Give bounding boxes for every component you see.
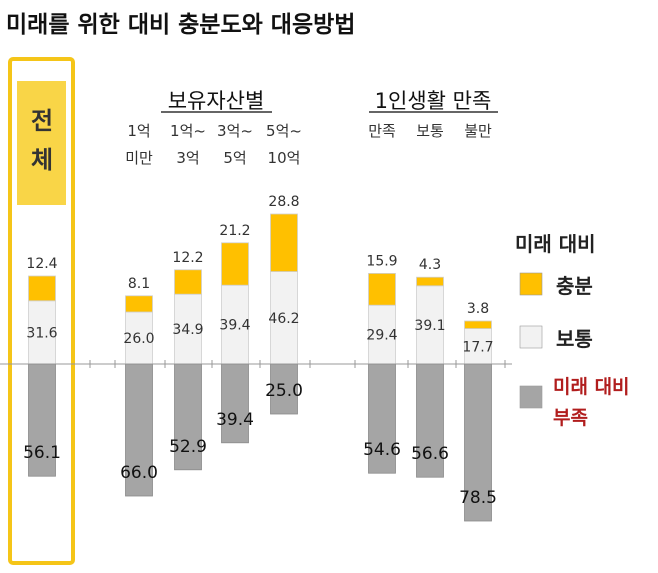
bar-sufficient [368,272,396,306]
value-label-normal: 26.0 [123,331,154,347]
bar-insufficient [464,363,492,522]
value-label-sufficient: 3.8 [467,301,489,317]
value-label-sufficient: 12.4 [26,256,57,272]
bar-normal [416,285,444,365]
value-label-sufficient: 8.1 [128,276,150,292]
value-label-insufficient: 56.6 [411,444,449,464]
value-label-sufficient: 4.3 [419,257,441,273]
category-label: 미만 [125,149,153,167]
bar-insufficient [416,363,444,478]
value-label-sufficient: 21.2 [219,223,250,239]
group-label-assets: 보유자산별 [168,89,265,113]
legend-swatch-sufficient [519,272,543,296]
bar-normal [270,271,298,365]
bar-sufficient [28,275,56,302]
total-label-char-2: 체 [31,146,53,174]
value-label-insufficient: 25.0 [265,381,303,401]
category-label: 1억 [127,122,150,140]
group-label-life: 1인생활 만족 [375,89,492,113]
category-label: 보통 [416,122,444,140]
legend-title: 미래 대비 [515,232,596,256]
bar-insufficient [125,363,153,497]
bar-normal [221,284,249,365]
total-highlight: 전 체 [8,57,75,565]
bar-normal [368,304,396,365]
value-label-normal: 46.2 [268,311,299,327]
value-label-normal: 39.1 [414,318,445,334]
bar-normal [174,293,202,365]
value-labels: 12.4 31.6 56.1 8.1 26.0 66.0 12.2 34.9 52.9 21.2 3… [23,194,497,508]
value-label-sufficient: 28.8 [268,194,299,210]
total-label-box [17,81,66,205]
value-label-insufficient: 78.5 [459,488,497,508]
value-label-sufficient: 12.2 [172,250,203,266]
legend-label-normal: 보통 [556,327,593,351]
value-label-insufficient: 54.6 [363,440,401,460]
value-label-normal: 39.4 [219,318,250,334]
category-label: 10억 [268,149,301,167]
legend-label-sufficient: 충분 [556,274,593,298]
bar-insufficient [270,363,298,415]
category-label: 5억 [223,149,246,167]
bar-sufficient [125,295,153,313]
category-label: 3억~ [217,122,253,140]
bars [28,213,492,522]
legend-label-insufficient-2: 부족 [553,407,588,429]
category-label: 1억~ [170,122,206,140]
legend-label-insufficient-1: 미래 대비 [553,376,630,398]
bar-sufficient [416,276,444,287]
legend-swatch-normal [519,325,543,349]
value-label-normal: 17.7 [462,339,493,355]
bar-insufficient [28,363,56,477]
bar-sufficient [221,242,249,286]
value-label-normal: 29.4 [366,328,397,344]
bar-insufficient [368,363,396,474]
bar-sufficient [174,269,202,295]
value-label-insufficient: 56.1 [23,443,61,463]
category-label: 3억 [176,149,199,167]
bar-insufficient [221,363,249,444]
bar-sufficient [270,213,298,272]
chart-title: 미래를 위한 대비 충분도와 대응방법 [6,12,355,38]
total-label-char-1: 전 [31,107,53,135]
value-label-insufficient: 52.9 [169,437,207,457]
baseline-ticks [89,360,506,368]
category-label: 불만 [464,122,492,140]
legend: 미래 대비 충분 보통 미래 대비 부족 [515,232,630,429]
value-label-normal: 31.6 [26,325,57,341]
total-frame [8,57,75,565]
category-label: 만족 [368,122,396,140]
value-label-normal: 34.9 [172,322,203,338]
value-label-sufficient: 15.9 [366,253,397,269]
bar-sufficient [464,320,492,329]
value-label-insufficient: 66.0 [120,463,158,483]
bar-insufficient [174,363,202,471]
value-label-insufficient: 39.4 [216,410,254,430]
legend-swatch-insufficient [519,385,543,409]
category-label: 5억~ [266,122,302,140]
